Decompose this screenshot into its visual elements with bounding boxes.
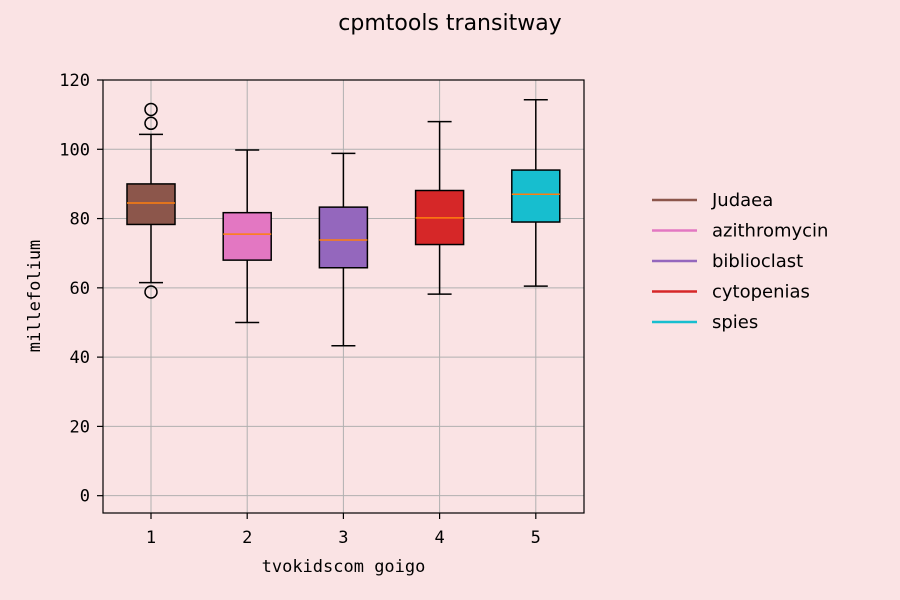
box-azithromycin <box>222 149 272 324</box>
legend: Judaea azithromycin biblioclast cytopenias s… <box>652 190 828 333</box>
y-axis-label: millefolium <box>25 240 45 353</box>
iqr-box <box>222 211 272 261</box>
legend-entry-cytopenias: cytopenias <box>652 282 810 303</box>
legend-entry-azithromycin: azithromycin <box>652 221 828 242</box>
legend-label: cytopenias <box>712 282 810 303</box>
legend-entry-biblioclast: biblioclast <box>652 251 803 272</box>
x-tick-label: 1 <box>146 528 156 548</box>
outlier-point <box>144 285 158 299</box>
box-biblioclast <box>318 152 369 347</box>
box-series <box>126 98 561 347</box>
x-tick-label: 2 <box>242 528 252 548</box>
outlier-point <box>144 102 158 117</box>
y-tick-label: 20 <box>70 417 90 437</box>
box-cytopenias <box>414 120 465 295</box>
x-tick-label: 5 <box>531 528 541 548</box>
axis-ticks: 0 20 40 60 80 100 120 1 2 3 4 5 <box>59 71 541 548</box>
x-tick-label: 3 <box>338 528 348 548</box>
legend-label: Judaea <box>711 190 773 211</box>
chart-title: cpmtools transitway <box>338 11 561 36</box>
box-judaea <box>126 102 176 299</box>
outlier-point <box>144 116 158 131</box>
y-tick-label: 0 <box>80 487 90 507</box>
x-tick-label: 4 <box>434 528 444 548</box>
iqr-box <box>318 206 369 269</box>
legend-entry-spies: spies <box>652 312 758 333</box>
y-tick-label: 60 <box>70 279 90 299</box>
legend-label: biblioclast <box>712 251 803 272</box>
y-tick-label: 120 <box>59 71 90 91</box>
legend-label: azithromycin <box>712 221 828 242</box>
y-tick-label: 100 <box>59 140 90 160</box>
iqr-box <box>511 169 561 223</box>
x-axis-label: tvokidscom goigo <box>262 557 426 577</box>
legend-entry-judaea: Judaea <box>652 190 773 211</box>
iqr-box <box>126 183 176 226</box>
box-spies <box>511 98 561 287</box>
legend-label: spies <box>712 312 758 333</box>
y-tick-label: 80 <box>70 210 90 230</box>
y-tick-label: 40 <box>70 348 90 368</box>
